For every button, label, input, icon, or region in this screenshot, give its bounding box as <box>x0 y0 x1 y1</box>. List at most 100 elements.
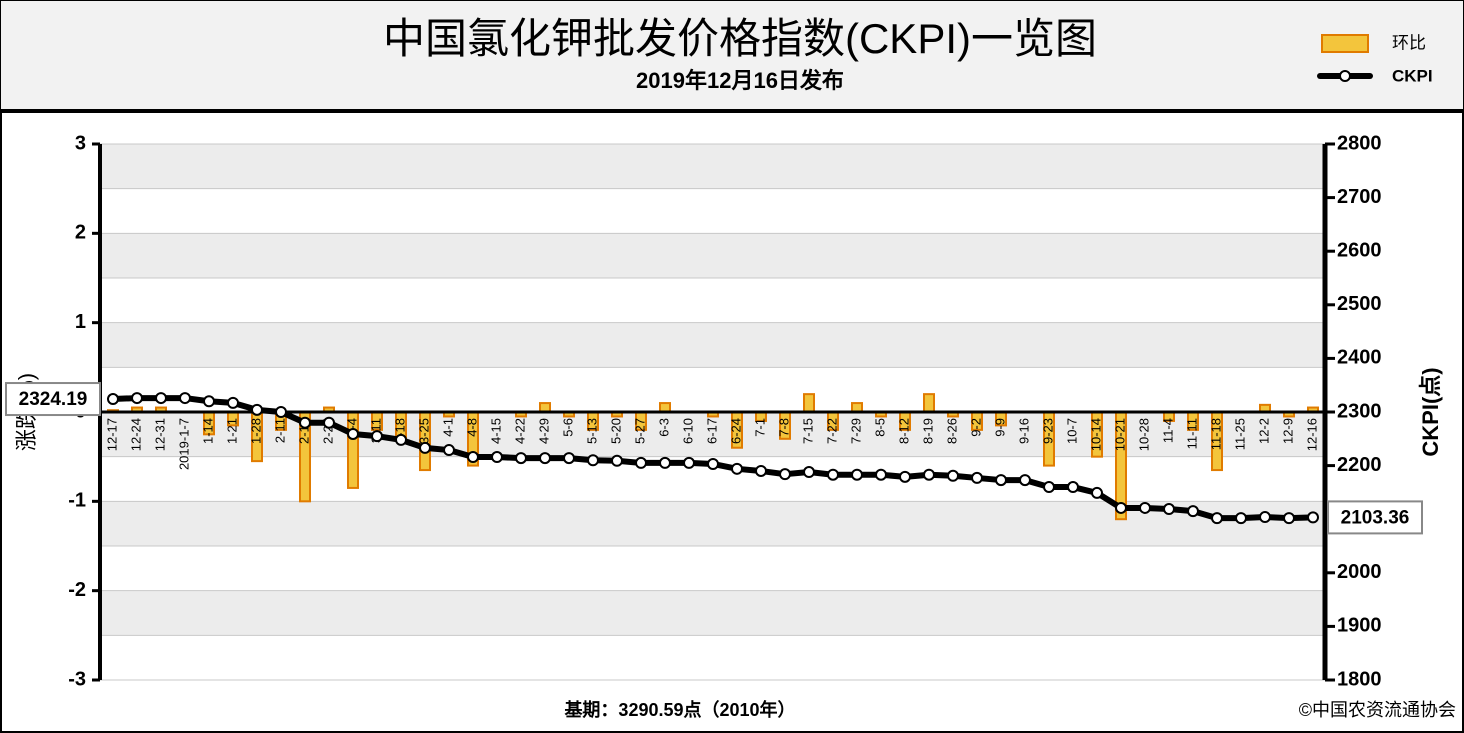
x-tick-label: 12-16 <box>1304 418 1319 451</box>
y2-axis-title: CKPI(点) <box>1418 367 1443 456</box>
value-label-box <box>1327 500 1423 535</box>
x-tick-label: 4-1 <box>440 418 455 437</box>
ckpi-marker <box>707 457 719 470</box>
ckpi-marker <box>803 466 815 479</box>
ckpi-marker <box>371 430 383 443</box>
y-tick-label: -2 <box>68 579 86 601</box>
ckpi-marker <box>1211 512 1223 525</box>
plot-band <box>100 367 1325 412</box>
plot-band <box>100 546 1325 591</box>
ckpi-marker <box>443 444 455 457</box>
legend-label: CKPI <box>1392 66 1433 85</box>
source: ©中国农资流通协会 <box>1299 700 1456 720</box>
ckpi-marker <box>755 464 767 477</box>
plot-band <box>100 590 1325 636</box>
ckpi-marker <box>1139 501 1151 514</box>
y2-tick-label: 2800 <box>1337 132 1382 154</box>
x-tick-label: 10-14 <box>1088 418 1103 451</box>
y2-tick-label: 2200 <box>1337 454 1382 476</box>
ckpi-marker <box>419 441 431 454</box>
plot-band <box>100 278 1325 323</box>
plot-band <box>100 188 1325 234</box>
ckpi-marker <box>587 454 599 467</box>
x-tick-label: 4-22 <box>512 418 527 444</box>
bar <box>923 393 935 413</box>
ckpi-marker <box>971 471 983 484</box>
ckpi-marker <box>1115 501 1127 514</box>
x-tick-label: 8-19 <box>920 418 935 444</box>
x-tick-label: 1-14 <box>200 418 215 444</box>
ckpi-marker <box>1259 511 1271 524</box>
x-tick-label: 10-7 <box>1064 418 1079 444</box>
y-tick-label: -1 <box>68 490 86 512</box>
ckpi-marker <box>851 468 863 481</box>
ckpi-marker <box>251 403 263 416</box>
x-tick-label: 2019-1-7 <box>176 418 191 470</box>
ckpi-marker <box>1283 512 1295 525</box>
x-tick-label: 2-11 <box>272 418 287 443</box>
ckpi-marker <box>827 468 839 481</box>
value-label: 2103.36 <box>1341 507 1410 528</box>
x-tick-label: 9-2 <box>968 418 983 437</box>
y2-tick-label: 2500 <box>1337 293 1382 315</box>
y2-tick-label: 2000 <box>1337 561 1382 583</box>
ckpi-marker <box>179 392 191 405</box>
x-tick-label: 9-16 <box>1016 418 1031 444</box>
ckpi-marker <box>515 452 527 465</box>
ckpi-marker <box>1187 505 1199 518</box>
x-tick-label: 6-24 <box>728 418 743 444</box>
ckpi-marker <box>731 462 743 475</box>
ckpi-marker <box>323 416 335 429</box>
x-tick-label: 7-15 <box>800 418 815 444</box>
ckpi-marker <box>635 456 647 469</box>
ckpi-marker <box>779 468 791 481</box>
chart-subtitle: 2019年12月16日发布 <box>636 68 844 93</box>
y2-tick-label: 2700 <box>1337 186 1382 208</box>
y2-tick-label: 1900 <box>1337 615 1382 637</box>
x-tick-label: 11-25 <box>1232 418 1247 450</box>
ckpi-marker <box>1091 486 1103 499</box>
x-tick-label: 12-31 <box>152 418 167 451</box>
x-tick-label: 7-8 <box>776 418 791 437</box>
x-tick-label: 12-17 <box>104 418 119 451</box>
ckpi-marker <box>1163 503 1175 516</box>
ckpi-marker <box>1043 481 1055 494</box>
ckpi-marker <box>491 451 503 464</box>
bar <box>803 393 815 413</box>
ckpi-marker <box>563 452 575 465</box>
x-tick-label: 5-6 <box>560 418 575 437</box>
x-tick-label: 10-21 <box>1112 418 1127 451</box>
ckpi-marker <box>947 469 959 482</box>
x-tick-label: 6-3 <box>656 418 671 437</box>
x-tick-label: 5-20 <box>608 418 623 444</box>
chart-title: 中国氯化钾批发价格指数(CKPI)一览图 <box>383 15 1097 62</box>
x-tick-label: 7-29 <box>848 418 863 444</box>
x-tick-label: 9-23 <box>1040 418 1055 444</box>
x-tick-label: 12-2 <box>1256 418 1271 444</box>
ckpi-marker <box>275 406 287 418</box>
y-tick-label: 2 <box>75 222 86 244</box>
ckpi-marker <box>875 468 887 481</box>
x-tick-label: 11-4 <box>1160 418 1175 443</box>
ckpi-marker <box>203 395 215 408</box>
ckpi-marker <box>683 456 695 469</box>
ckpi-marker <box>395 433 407 446</box>
plot-band <box>100 233 1325 278</box>
x-tick-label: 12-9 <box>1280 418 1295 444</box>
x-tick-label: 7-22 <box>824 418 839 444</box>
x-tick-label: 4-15 <box>488 418 503 444</box>
legend-swatch <box>1321 34 1369 53</box>
plot-band <box>100 635 1325 680</box>
y2-tick-label: 2600 <box>1337 239 1382 261</box>
y2-tick-label: 2300 <box>1337 400 1382 422</box>
ckpi-marker <box>1067 481 1079 494</box>
x-tick-label: 10-28 <box>1136 418 1151 451</box>
ckpi-marker <box>1307 511 1319 524</box>
ckpi-marker <box>467 451 479 464</box>
plot-band <box>100 322 1325 368</box>
ckpi-marker <box>899 470 911 483</box>
plot-band <box>100 144 1325 189</box>
y-tick-label: 1 <box>75 311 86 333</box>
legend-label: 环比 <box>1392 33 1426 52</box>
ckpi-marker <box>539 452 551 465</box>
